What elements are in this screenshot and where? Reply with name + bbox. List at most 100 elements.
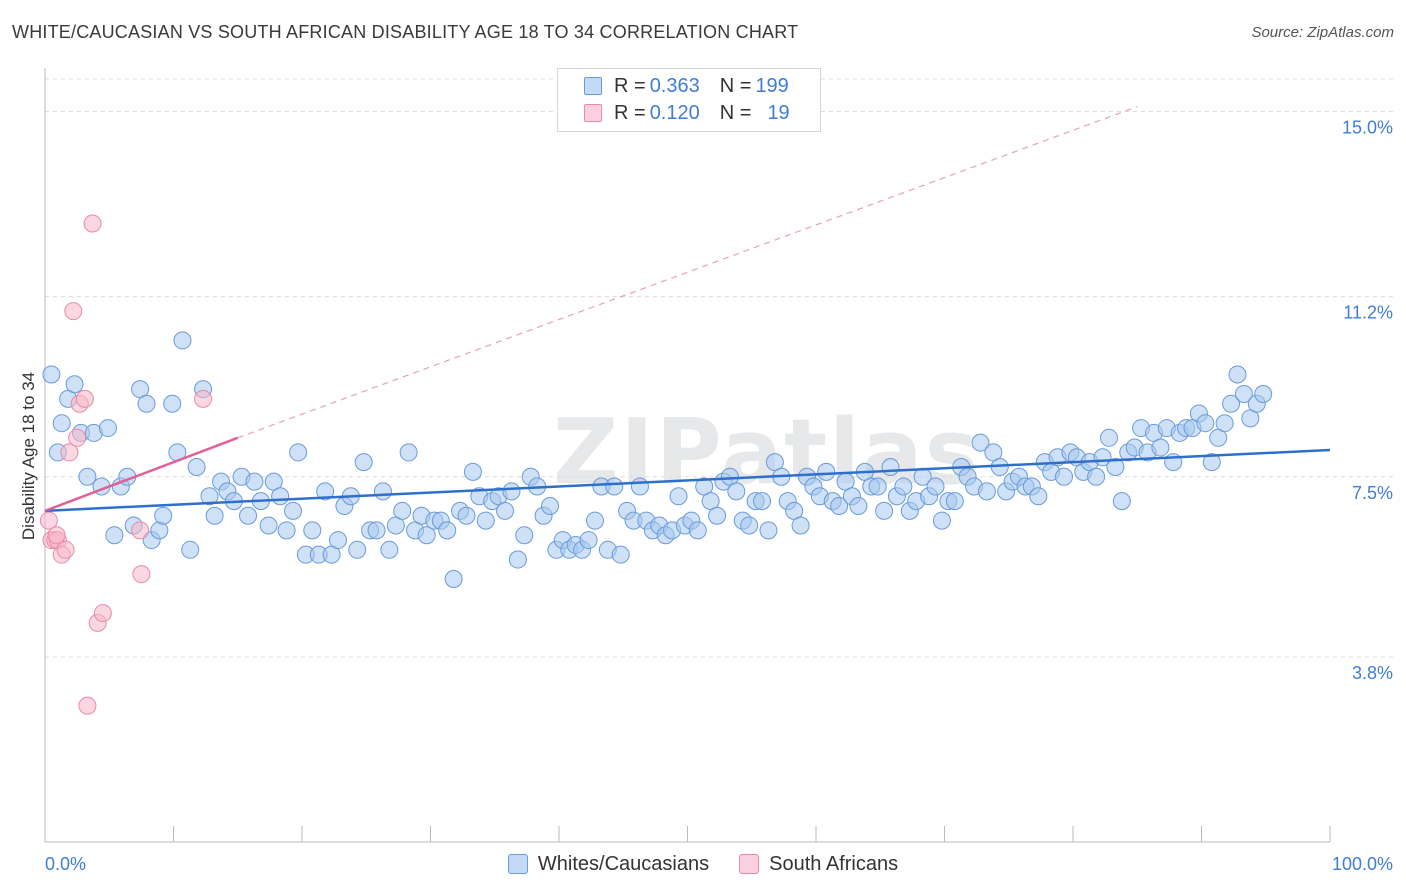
point-whites <box>187 458 206 477</box>
n-label: N = <box>719 74 752 97</box>
point-whites <box>105 526 124 545</box>
point-whites <box>163 394 182 413</box>
point-south-africans <box>93 604 112 623</box>
point-whites <box>932 511 951 530</box>
y-axis-label: Disability Age 18 to 34 <box>19 372 38 540</box>
x-tick-label: 100.0% <box>1332 854 1393 874</box>
point-south-africans <box>60 443 79 462</box>
point-whites <box>373 482 392 501</box>
point-whites <box>688 521 707 540</box>
point-whites <box>316 482 335 501</box>
point-whites <box>541 496 560 515</box>
point-south-africans <box>132 565 151 584</box>
y-tick-label: 15.0% <box>1342 118 1393 138</box>
point-whites <box>399 443 418 462</box>
point-south-africans <box>83 214 102 233</box>
point-whites <box>476 511 495 530</box>
point-whites <box>971 433 990 452</box>
point-whites <box>753 492 772 511</box>
point-south-africans <box>194 389 213 408</box>
trend-line-whites <box>44 448 1331 513</box>
point-whites <box>605 477 624 496</box>
point-whites <box>611 545 630 564</box>
stats-row-whites: R = 0.363 N = 199 <box>584 73 789 99</box>
point-south-africans <box>68 428 87 447</box>
point-whites <box>740 516 759 535</box>
point-whites <box>508 550 527 569</box>
point-whites <box>200 487 219 506</box>
point-whites <box>945 492 964 511</box>
point-whites <box>894 477 913 496</box>
legend-label-whites: Whites/Caucasians <box>537 852 710 875</box>
legend-item-south-africans[interactable]: South Africans <box>739 851 898 877</box>
point-whites <box>271 487 290 506</box>
point-whites <box>417 526 436 545</box>
grid-lines <box>45 78 1395 658</box>
n-value: 199 <box>755 74 789 97</box>
point-whites <box>830 496 849 515</box>
point-whites <box>791 516 810 535</box>
stats-legend: R = 0.363 N = 199 R = 0.120 N = 19 <box>557 68 821 132</box>
whites-swatch <box>584 77 602 95</box>
point-whites <box>1099 428 1118 447</box>
point-whites <box>348 540 367 559</box>
point-whites <box>239 506 258 525</box>
legend-label-south-africans: South Africans <box>769 852 899 875</box>
point-whites <box>463 462 482 481</box>
point-south-africans <box>64 302 83 321</box>
point-whites <box>444 570 463 589</box>
legend-item-whites[interactable]: Whites/Caucasians <box>507 851 710 877</box>
point-whites <box>727 482 746 501</box>
point-whites <box>173 331 192 350</box>
r-value: 0.120 <box>649 101 700 124</box>
point-whites <box>515 526 534 545</box>
point-whites <box>137 394 156 413</box>
point-whites <box>1112 492 1131 511</box>
point-whites <box>1151 438 1170 457</box>
south-africans-swatch <box>584 104 602 122</box>
point-whites <box>303 521 322 540</box>
r-value: 0.363 <box>649 74 700 97</box>
point-south-africans <box>56 540 75 559</box>
point-whites <box>1029 487 1048 506</box>
point-whites <box>1055 467 1074 486</box>
point-whites <box>630 477 649 496</box>
point-whites <box>457 506 476 525</box>
whites-swatch <box>507 854 528 874</box>
point-whites <box>849 496 868 515</box>
point-whites <box>1254 384 1273 403</box>
y-tick-label: 11.2% <box>1343 303 1393 323</box>
point-whites <box>277 521 296 540</box>
point-whites <box>52 414 71 433</box>
y-tick-label: 7.5% <box>1352 483 1393 503</box>
point-whites <box>708 506 727 525</box>
point-whites <box>354 453 373 472</box>
point-whites <box>759 521 778 540</box>
point-whites <box>1106 458 1125 477</box>
data-points <box>39 214 1273 715</box>
point-whites <box>1228 365 1247 384</box>
tick-labels: 3.8% 7.5% 11.2% 15.0% 0.0% 100.0% <box>45 118 1393 874</box>
point-whites <box>154 506 173 525</box>
point-whites <box>1087 467 1106 486</box>
point-south-africans <box>39 511 58 530</box>
point-whites <box>875 501 894 520</box>
n-label: N = <box>719 101 752 124</box>
series-legend: Whites/Caucasians South Africans <box>0 851 1406 877</box>
point-whites <box>438 521 457 540</box>
point-whites <box>579 531 598 550</box>
point-whites <box>289 443 308 462</box>
point-south-africans <box>78 696 97 715</box>
point-whites <box>926 477 945 496</box>
point-whites <box>245 472 264 491</box>
point-whites <box>1215 414 1234 433</box>
chart-title: WHITE/CAUCASIAN VS SOUTH AFRICAN DISABIL… <box>12 22 799 42</box>
n-value: 19 <box>767 101 790 124</box>
point-whites <box>1234 384 1253 403</box>
point-whites <box>284 501 303 520</box>
point-whites <box>868 477 887 496</box>
trend-extension-south-africans <box>237 106 1138 439</box>
point-whites <box>393 501 412 520</box>
point-whites <box>367 521 386 540</box>
point-whites <box>328 531 347 550</box>
